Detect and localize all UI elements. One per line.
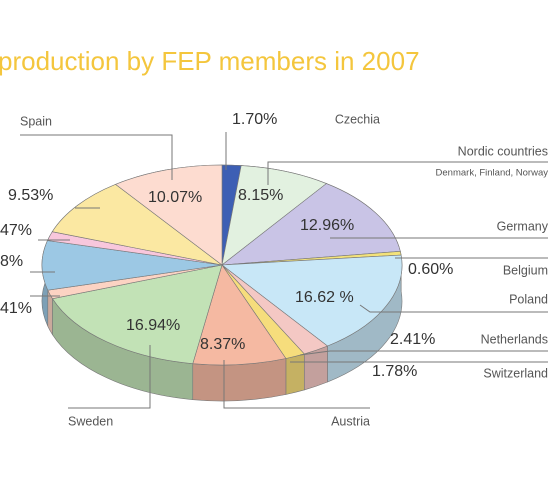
- data-label: 8.15%: [238, 187, 283, 204]
- data-label: 16.62 %: [295, 289, 354, 306]
- data-label: 16.94%: [126, 317, 180, 334]
- leader-line: [299, 350, 548, 356]
- data-label: 47%: [0, 222, 32, 239]
- data-label: 41%: [0, 300, 32, 317]
- leader-line: [267, 161, 548, 185]
- leader-line: [68, 345, 151, 409]
- slice: [221, 254, 403, 347]
- category-label: Germany: [497, 219, 549, 233]
- category-label: Spain: [20, 114, 52, 128]
- data-label: 12.96%: [300, 217, 354, 234]
- annotation: Denmark, Finland, Norway: [436, 168, 549, 179]
- data-label: 0.60%: [408, 261, 453, 278]
- leader-line: [359, 304, 548, 313]
- category-label: Sweden: [68, 414, 113, 428]
- data-label: 1.78%: [372, 363, 417, 380]
- slice: [114, 164, 223, 266]
- slice: [192, 264, 287, 366]
- slice: [221, 165, 328, 266]
- data-label: 8%: [0, 253, 23, 270]
- data-label: 9.53%: [8, 187, 53, 204]
- slice: [52, 264, 223, 364]
- leader-line: [223, 360, 370, 409]
- data-label: 2.41%: [390, 331, 435, 348]
- category-label: Switzerland: [483, 366, 548, 380]
- category-label: Austria: [331, 414, 370, 428]
- slice: [41, 240, 223, 291]
- category-label: Poland: [509, 292, 548, 306]
- slice: [51, 184, 223, 266]
- chart-title: production by FEP members in 2007: [0, 46, 420, 76]
- category-label: Belgium: [503, 263, 548, 277]
- data-label: 8.37%: [200, 336, 245, 353]
- category-label: Czechia: [335, 112, 380, 126]
- data-label: 1.70%: [232, 111, 277, 128]
- leader-line: [20, 134, 173, 180]
- category-label: Nordic countries: [458, 144, 548, 158]
- slice-side: [285, 353, 305, 395]
- slice: [221, 183, 401, 266]
- data-label: 10.07%: [148, 189, 202, 206]
- category-label: Netherlands: [481, 332, 548, 346]
